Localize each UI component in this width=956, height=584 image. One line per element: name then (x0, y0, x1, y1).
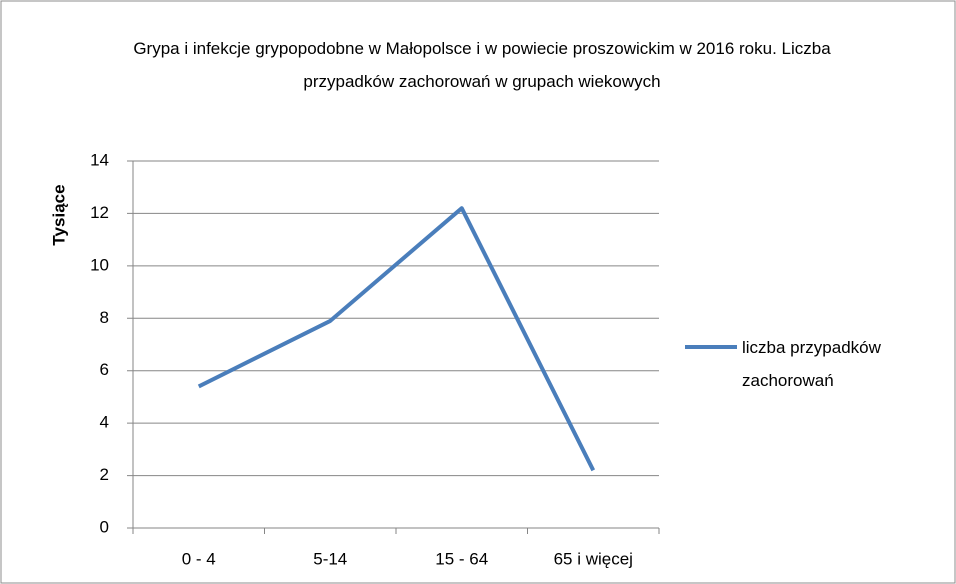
x-tick-label: 0 - 4 (182, 549, 216, 568)
y-tick-label: 2 (100, 465, 109, 484)
data-line (197, 206, 596, 472)
y-axis-label: Tysiące (49, 184, 68, 245)
y-tick-label: 10 (90, 255, 109, 274)
chart-title: Grypa i infekcje grypopodobne w Małopols… (133, 39, 831, 91)
x-tick-label: 65 i więcej (554, 549, 633, 568)
y-tick-label: 0 (100, 517, 109, 536)
y-tick-label: 8 (100, 308, 109, 327)
legend-label: liczba przypadków zachorowań (742, 338, 881, 390)
x-tick-label: 5-14 (313, 549, 347, 568)
y-tick-label: 6 (100, 360, 109, 379)
y-tick-label: 14 (90, 150, 109, 169)
x-tick-label: 15 - 64 (435, 549, 488, 568)
y-tick-label: 4 (100, 413, 109, 432)
y-tick-label: 12 (90, 203, 109, 222)
